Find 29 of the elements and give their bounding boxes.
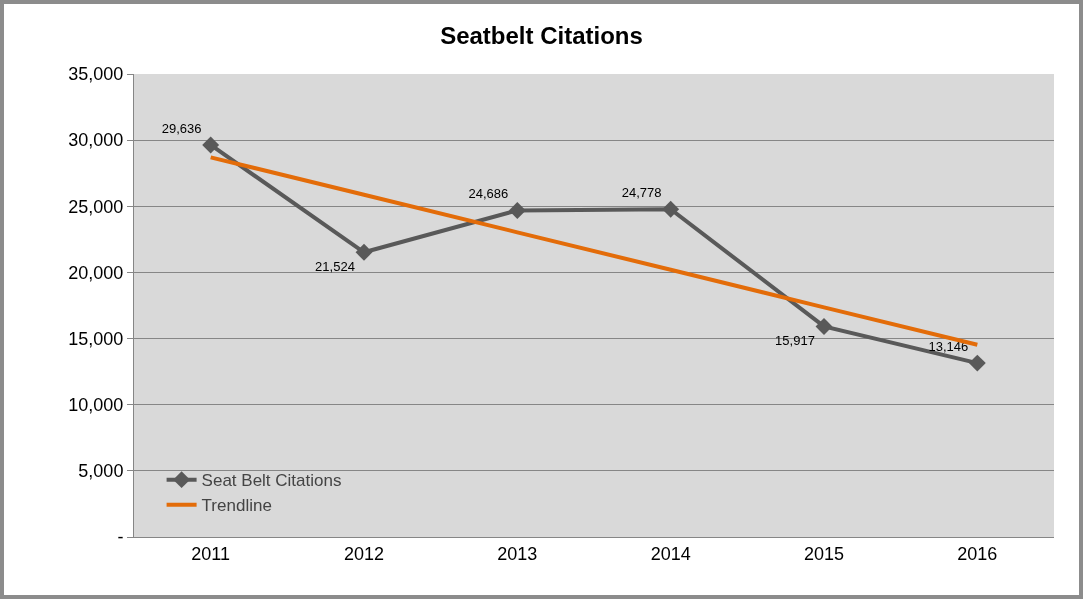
y-tick-label: 5,000 [78, 461, 124, 482]
point [355, 243, 373, 261]
x-tick-label: 2013 [497, 543, 538, 564]
x-tick-label: 2014 [650, 543, 691, 564]
data-label: 24,686 [468, 186, 509, 202]
point [202, 136, 220, 154]
point [662, 200, 680, 218]
x-tick-label: 2015 [803, 543, 845, 564]
data-label: 29,636 [161, 120, 202, 136]
y-tick-label: - [117, 527, 124, 548]
point [508, 201, 526, 219]
y-tick-label: 15,000 [68, 328, 124, 349]
point [815, 317, 833, 335]
y-tick-label: 35,000 [68, 64, 124, 85]
x-tick-label: 2016 [957, 543, 998, 564]
y-tick-label: 30,000 [68, 130, 124, 151]
chart-title: Seatbelt Citations [440, 22, 643, 50]
y-tick-label: 25,000 [68, 196, 124, 217]
data-label: 15,917 [775, 333, 815, 349]
data-label: 24,778 [621, 184, 662, 200]
data-label: 21,524 [315, 259, 355, 275]
point [968, 354, 986, 372]
y-tick-label: 20,000 [68, 262, 124, 283]
data-label: 13,146 [928, 338, 969, 354]
legend-label: Seat Belt Citations [201, 471, 342, 491]
x-tick-label: 2012 [343, 543, 385, 564]
x-tick-label: 2011 [191, 543, 231, 564]
y-tick-label: 10,000 [68, 395, 124, 416]
legend-label: Trendline [201, 496, 272, 516]
